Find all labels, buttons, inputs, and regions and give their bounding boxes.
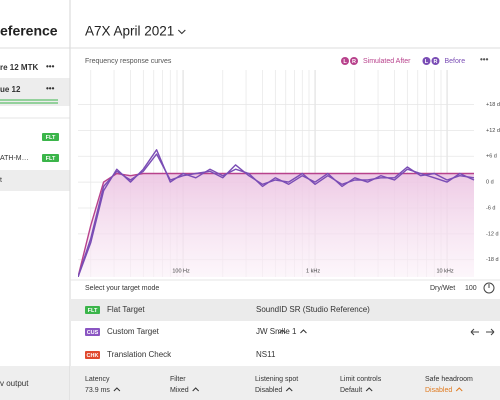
control-value[interactable]: 73.9 ms: [85, 387, 110, 394]
mode-row-selected[interactable]: [70, 299, 500, 321]
x-tick-label: 1 kHz: [306, 268, 320, 274]
badge: [85, 306, 100, 314]
y-tick-label: -18 d: [486, 257, 499, 263]
legend: L R Simulated After L R Before: [341, 57, 465, 65]
mode-target[interactable]: JW Smile 1: [256, 327, 297, 336]
sidebar-footer: [0, 366, 70, 400]
badge-text: CUS: [87, 330, 99, 336]
axes: 100 Hz 1 kHz 10 kHz +18 d +12 d +6 d 0 d -6 d -1…: [172, 102, 500, 275]
chevron[interactable]: [285, 387, 293, 392]
response-curve: [78, 172, 474, 277]
arrow-right[interactable]: [486, 328, 495, 336]
badge: [85, 328, 100, 336]
response-curve: [78, 149, 475, 277]
legend-channel: L: [343, 59, 347, 65]
output-label[interactable]: v output: [0, 379, 29, 388]
drywet-value[interactable]: 100: [465, 285, 477, 292]
mode-name[interactable]: Flat Target: [107, 305, 145, 314]
legend-channel: L: [425, 59, 429, 65]
badge-text: FLT: [46, 156, 56, 162]
control-value[interactable]: Default: [340, 387, 362, 394]
mode-name[interactable]: Custom Target: [107, 327, 160, 336]
sidebar-item[interactable]: ATH-M…: [0, 155, 29, 162]
y-tick-label: -12 d: [486, 231, 499, 237]
profile-title[interactable]: A7X April 2021: [85, 24, 174, 39]
sidebar: [0, 0, 70, 400]
menu-dots[interactable]: •••: [46, 84, 55, 93]
sidebar-item[interactable]: re 12 MTK: [0, 63, 38, 72]
y-tick-label: 0 d: [486, 180, 494, 186]
mode-target[interactable]: SoundID SR (Studio Reference): [256, 305, 370, 314]
menu-dots[interactable]: •••: [46, 62, 55, 71]
badge-text: FLT: [88, 308, 98, 314]
selected-item-bg: [0, 78, 70, 106]
control-label: Listening spot: [255, 376, 298, 383]
badge: [42, 154, 59, 162]
control-label: Filter: [170, 376, 186, 383]
control-label: Limit controls: [340, 376, 382, 383]
chevron[interactable]: [177, 29, 186, 35]
sidebar-item[interactable]: t: [0, 177, 2, 184]
chevron[interactable]: [455, 387, 463, 392]
legend-dot: [422, 57, 431, 65]
item-bg: [0, 170, 70, 191]
chevron[interactable]: [300, 329, 307, 334]
menu-dots[interactable]: •••: [480, 55, 489, 64]
x-tick-label: 100 Hz: [172, 268, 190, 274]
legend-label[interactable]: Before: [444, 58, 465, 65]
response-curve: [78, 153, 475, 277]
badge: [42, 133, 59, 141]
y-tick-label: +12 d: [486, 128, 500, 134]
section-prompt: Select your target mode: [85, 285, 159, 292]
chevron[interactable]: [192, 387, 200, 392]
badge: [85, 351, 100, 359]
chevron[interactable]: [365, 387, 373, 392]
legend-label[interactable]: Simulated After: [363, 58, 411, 65]
curves: [78, 149, 475, 277]
legend-channel: R: [433, 59, 437, 65]
y-tick-label: +6 d: [486, 154, 497, 160]
brand: eference: [0, 23, 58, 39]
mode-target[interactable]: NS11: [256, 350, 276, 359]
control-value[interactable]: Disabled: [255, 387, 282, 394]
control-label: Latency: [85, 376, 110, 383]
sidebar-item[interactable]: ue 12: [0, 85, 21, 94]
chart-title: Frequency response curves: [85, 58, 172, 65]
chevron[interactable]: [113, 387, 121, 392]
control-label: Safe headroom: [425, 376, 473, 383]
footer-controls: Latency 73.9 ms Filter Mixed Listening spot D…: [85, 376, 473, 394]
footer-bar: [70, 366, 500, 400]
control-value[interactable]: Disabled: [425, 387, 452, 394]
chevron[interactable]: [279, 329, 286, 334]
mode-name[interactable]: Translation Check: [107, 350, 172, 359]
control-value[interactable]: Mixed: [170, 387, 189, 394]
legend-dot: [341, 57, 349, 65]
badge-text: CHK: [87, 353, 99, 359]
drywet-label: Dry/Wet: [430, 285, 455, 292]
legend-channel: R: [352, 59, 356, 65]
x-tick-label: 10 kHz: [436, 268, 453, 274]
legend-dot: [350, 57, 358, 65]
y-tick-label: -6 d: [486, 205, 495, 211]
y-tick-label: +18 d: [486, 102, 500, 108]
legend-dot: [431, 57, 440, 65]
badge-text: FLT: [46, 135, 56, 141]
area-fill: [78, 173, 474, 277]
arrow-left[interactable]: [470, 328, 479, 336]
